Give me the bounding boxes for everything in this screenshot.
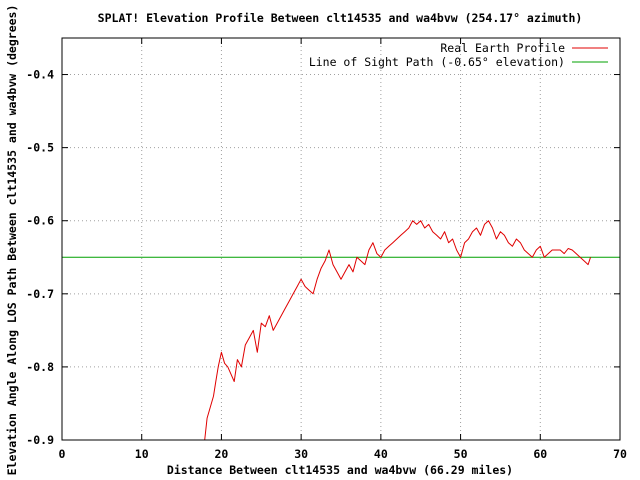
series-layer	[62, 220, 620, 441]
x-tick-label: 60	[533, 447, 547, 461]
y-tick-label: -0.9	[26, 433, 54, 447]
y-tick-label: -0.7	[26, 287, 54, 301]
y-tick-label: -0.5	[26, 141, 54, 155]
plot-frame	[61, 37, 621, 441]
x-tick-label: 50	[454, 447, 468, 461]
x-tick-label: 20	[214, 447, 228, 461]
axis-ticks: 0 10 20 30 40 50 60 70 -0.9 -0.8 -0.7 -0.6 -0.5 -0.4	[26, 38, 627, 461]
y-tick-label: -0.6	[26, 214, 54, 228]
x-tick-label: 0	[59, 447, 66, 461]
legend: Real Earth Profile Line of Sight Path (-…	[309, 41, 608, 69]
x-tick-label: 30	[294, 447, 308, 461]
x-tick-label: 10	[135, 447, 149, 461]
grid-lines	[62, 38, 620, 440]
y-tick-label: -0.8	[26, 360, 54, 374]
y-tick-label: -0.4	[26, 68, 54, 82]
x-axis-label: Distance Between clt14535 and wa4bvw (66…	[167, 463, 513, 477]
x-tick-label: 70	[613, 447, 627, 461]
y-axis-label: Elevation Angle Along LOS Path Between c…	[5, 5, 19, 476]
x-tick-label: 40	[374, 447, 388, 461]
series-real-earth-profile	[204, 220, 591, 441]
legend-label-line-of-sight: Line of Sight Path (-0.65° elevation)	[309, 55, 565, 69]
chart-title: SPLAT! Elevation Profile Between clt1453…	[98, 11, 583, 25]
legend-label-real-earth: Real Earth Profile	[440, 41, 565, 55]
